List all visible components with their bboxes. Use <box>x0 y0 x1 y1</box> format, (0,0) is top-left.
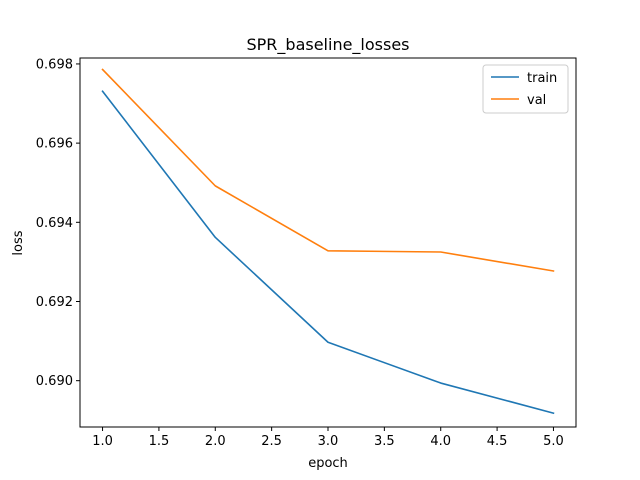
y-axis: 0.690 0.692 0.694 0.696 0.698 <box>36 57 80 389</box>
x-axis-label: epoch <box>308 456 348 471</box>
series-line-val <box>101 68 555 272</box>
y-tick-label: 0.698 <box>36 57 73 72</box>
x-tick-label: 3.0 <box>318 434 339 449</box>
x-tick-label: 2.5 <box>261 434 282 449</box>
x-axis: 1.0 1.5 2.0 2.5 3.0 3.5 4.0 4.5 5.0 <box>92 427 564 449</box>
x-tick-label: 2.0 <box>205 434 226 449</box>
x-tick-label: 1.0 <box>92 434 113 449</box>
chart-title: SPR_baseline_losses <box>246 35 409 55</box>
legend: train val <box>482 64 569 114</box>
series-line-train <box>101 90 555 415</box>
x-tick-label: 5.0 <box>543 434 564 449</box>
x-tick-label: 4.0 <box>430 434 451 449</box>
y-tick-label: 0.692 <box>36 295 73 310</box>
y-tick-label: 0.694 <box>36 216 73 231</box>
legend-label-train: train <box>527 71 557 86</box>
x-tick-label: 4.5 <box>487 434 508 449</box>
plot-lines <box>101 68 555 415</box>
y-tick-label: 0.690 <box>36 374 73 389</box>
x-tick-label: 3.5 <box>374 434 395 449</box>
x-tick-label: 1.5 <box>149 434 170 449</box>
y-axis-label: loss <box>11 230 26 255</box>
legend-label-val: val <box>527 93 546 108</box>
y-tick-label: 0.696 <box>36 137 73 152</box>
